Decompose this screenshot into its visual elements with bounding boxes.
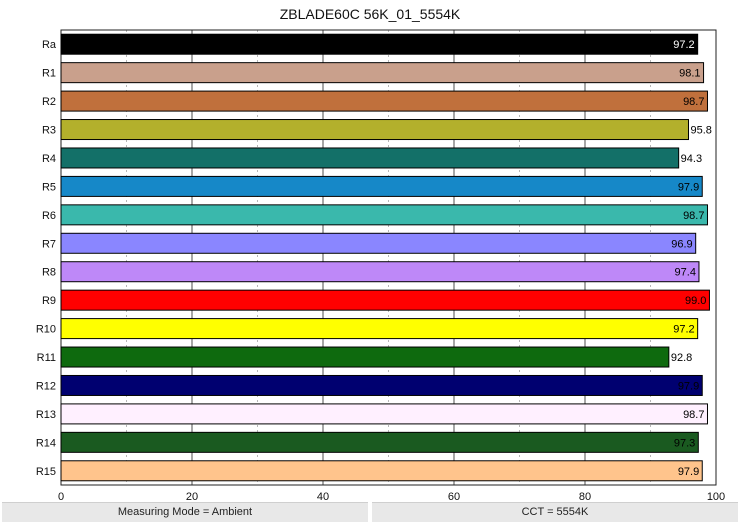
x-tick-label: 100	[707, 491, 725, 502]
x-tick-label: 80	[579, 491, 591, 502]
x-tick-label: 60	[448, 491, 460, 502]
category-label-r11: R11	[37, 352, 56, 364]
bar-r14	[60, 431, 699, 453]
bars: 97.2 98.1 98.7 95.8 94.3 97.9 98.7 96.9 97.4 99.0…	[60, 33, 712, 482]
value-label-r2: 98.7	[683, 96, 704, 108]
bar-ra	[60, 33, 699, 55]
bar-r4	[60, 147, 680, 169]
value-label-r10: 97.2	[673, 324, 694, 336]
bar-chart: 97.2 98.1 98.7 95.8 94.3 97.9 98.7 96.9 97.4 99.0…	[36, 29, 725, 502]
category-label-r10: R10	[36, 324, 56, 336]
category-label-r14: R14	[36, 437, 56, 449]
category-label-r2: R2	[42, 96, 56, 108]
value-label-r5: 97.9	[678, 181, 699, 193]
category-label-r7: R7	[42, 238, 56, 250]
plot-frame	[60, 29, 717, 486]
bar-r3	[60, 119, 689, 141]
category-label-r5: R5	[42, 181, 56, 193]
value-label-r6: 98.7	[683, 210, 704, 222]
value-label-r3: 95.8	[690, 125, 711, 137]
value-label-r7: 96.9	[671, 238, 692, 250]
category-labels: Ra R1 R2 R3 R4 R5 R6 R7 R8 R9 R10 R11 R12 R13 R14 R15	[36, 39, 57, 478]
bar-r8	[60, 261, 700, 283]
bar-r15	[60, 460, 703, 482]
bar-r9	[60, 289, 710, 311]
category-label-r15: R15	[36, 466, 56, 478]
category-label-r12: R12	[36, 380, 56, 392]
category-label-r3: R3	[42, 125, 56, 137]
value-label-r11: 92.8	[671, 352, 692, 364]
value-label-r14: 97.3	[674, 437, 695, 449]
x-tick-label: 0	[58, 491, 64, 502]
value-label-r4: 94.3	[681, 153, 702, 165]
category-label-ra: Ra	[42, 39, 57, 51]
category-label-r1: R1	[42, 68, 56, 80]
bar-r5	[60, 175, 703, 197]
bar-r12	[60, 374, 703, 396]
measuring-mode-status: Measuring Mode = Ambient	[2, 502, 368, 522]
value-label-ra: 97.2	[673, 39, 694, 51]
x-tick-label: 20	[186, 491, 198, 502]
value-label-r1: 98.1	[679, 68, 700, 80]
category-label-r9: R9	[42, 295, 56, 307]
bar-r6	[60, 204, 708, 226]
bar-r10	[60, 318, 699, 340]
category-label-r4: R4	[42, 153, 56, 165]
x-tick-label: 40	[317, 491, 329, 502]
category-label-r6: R6	[42, 210, 56, 222]
category-label-r8: R8	[42, 267, 56, 279]
chart-title: ZBLADE60C 56K_01_5554K	[279, 6, 461, 22]
category-label-r13: R13	[36, 409, 56, 421]
value-label-r8: 97.4	[675, 267, 696, 279]
bar-r2	[60, 90, 708, 112]
value-label-r12: 97.9	[678, 380, 699, 392]
cct-status: CCT = 5554K	[372, 502, 738, 522]
bar-r13	[60, 403, 708, 425]
value-label-r15: 97.9	[678, 466, 699, 478]
bar-r1	[60, 62, 705, 84]
value-label-r13: 98.7	[683, 409, 704, 421]
x-axis-ticks: 0 20 40 60 80 100	[58, 491, 725, 502]
bar-r7	[60, 232, 697, 254]
bar-r11	[60, 346, 670, 368]
value-label-r9: 99.0	[685, 295, 706, 307]
